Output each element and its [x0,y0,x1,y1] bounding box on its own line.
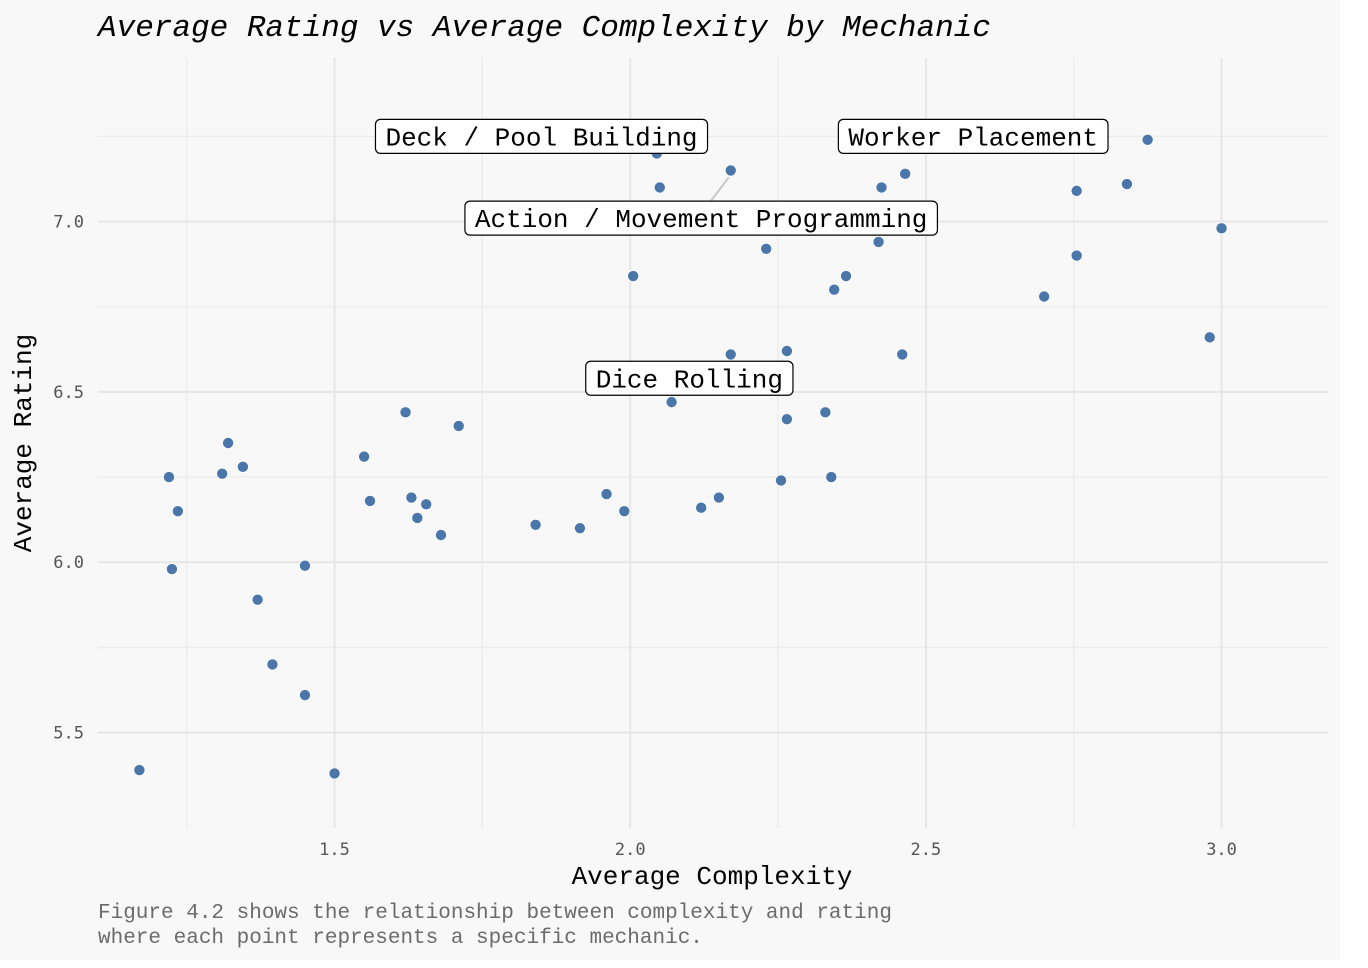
x-axis-title: Average Complexity [572,862,853,892]
annotation-label: Action / Movement Programming [464,200,939,236]
data-point [899,167,912,180]
data-point [724,348,737,361]
caption-line-1: Figure 4.2 shows the relationship betwee… [98,902,892,925]
chart-title: Average Rating vs Average Complexity by … [96,11,991,46]
annotations: Deck / Pool Building Worker Placement Acti… [374,118,1109,396]
y-tick-label: 5.5 [53,724,84,744]
data-point [828,283,841,296]
data-point [653,181,666,194]
y-tick-labels: 5.5 6.0 6.5 7.0 [53,213,84,744]
y-tick-label: 6.5 [53,383,84,403]
data-point [216,467,229,480]
annotation-text: Worker Placement [848,123,1098,153]
annotation-box [585,360,794,396]
annotation-text: Action / Movement Programming [475,205,927,235]
data-point [775,474,788,487]
data-point [760,242,773,255]
data-point [133,764,146,777]
data-point [665,396,678,409]
caption-line-2: where each point represents a specific m… [98,927,703,950]
data-point [627,270,640,283]
data-point [724,164,737,177]
data-point [872,235,885,248]
annotation-box [837,118,1109,154]
data-point [420,498,433,511]
data-point [236,460,249,473]
data-point [825,471,838,484]
x-tick-label: 2.0 [615,840,646,860]
data-point [712,491,725,504]
data-point [1203,331,1216,344]
data-point [1141,133,1154,146]
data-point [573,522,586,535]
data-point [222,436,235,449]
y-tick-label: 7.0 [53,213,84,233]
data-point [1120,178,1133,191]
grid-lines [98,58,1328,828]
annotation-box [464,200,939,236]
data-point [452,419,465,432]
data-point [618,505,631,518]
data-point [434,528,447,541]
x-tick-label: 2.5 [911,840,942,860]
data-point [251,593,264,606]
annotation-leaders [709,176,730,202]
data-point [298,689,311,702]
annotation-label: Dice Rolling [585,360,794,396]
data-point [819,406,832,419]
data-point [780,345,793,358]
annotation-text: Deck / Pool Building [385,123,697,153]
data-point [600,488,613,501]
annotation-leader-line [709,176,730,202]
annotation-text: Dice Rolling [596,365,783,395]
annotation-label: Deck / Pool Building [374,118,709,154]
x-tick-labels: 1.5 2.0 2.5 3.0 [319,840,1237,860]
data-point [358,450,371,463]
data-point [162,471,175,484]
data-point [364,494,377,507]
data-point [298,559,311,572]
data-point [405,491,418,504]
data-point [1070,184,1083,197]
data-points [133,133,1228,780]
data-point [171,505,184,518]
data-point [399,406,412,419]
x-tick-label: 1.5 [319,840,350,860]
data-point [840,270,853,283]
data-point [695,501,708,514]
data-point [529,518,542,531]
data-point [328,767,341,780]
data-point [411,511,424,524]
chart-figure: Deck / Pool Building Worker Placement Acti… [9,11,1328,950]
x-tick-label: 3.0 [1206,840,1237,860]
data-point [1070,249,1083,262]
data-point [780,413,793,426]
scatter-chart: Deck / Pool Building Worker Placement Acti… [9,11,1328,950]
y-axis-title: Average Rating [9,334,39,552]
data-point [266,658,279,671]
data-point [896,348,909,361]
annotation-label: Worker Placement [837,118,1109,154]
annotation-box [374,118,709,154]
data-point [165,563,178,576]
data-point [1215,222,1228,235]
data-point [875,181,888,194]
y-tick-label: 6.0 [53,553,84,573]
data-point [1038,290,1051,303]
